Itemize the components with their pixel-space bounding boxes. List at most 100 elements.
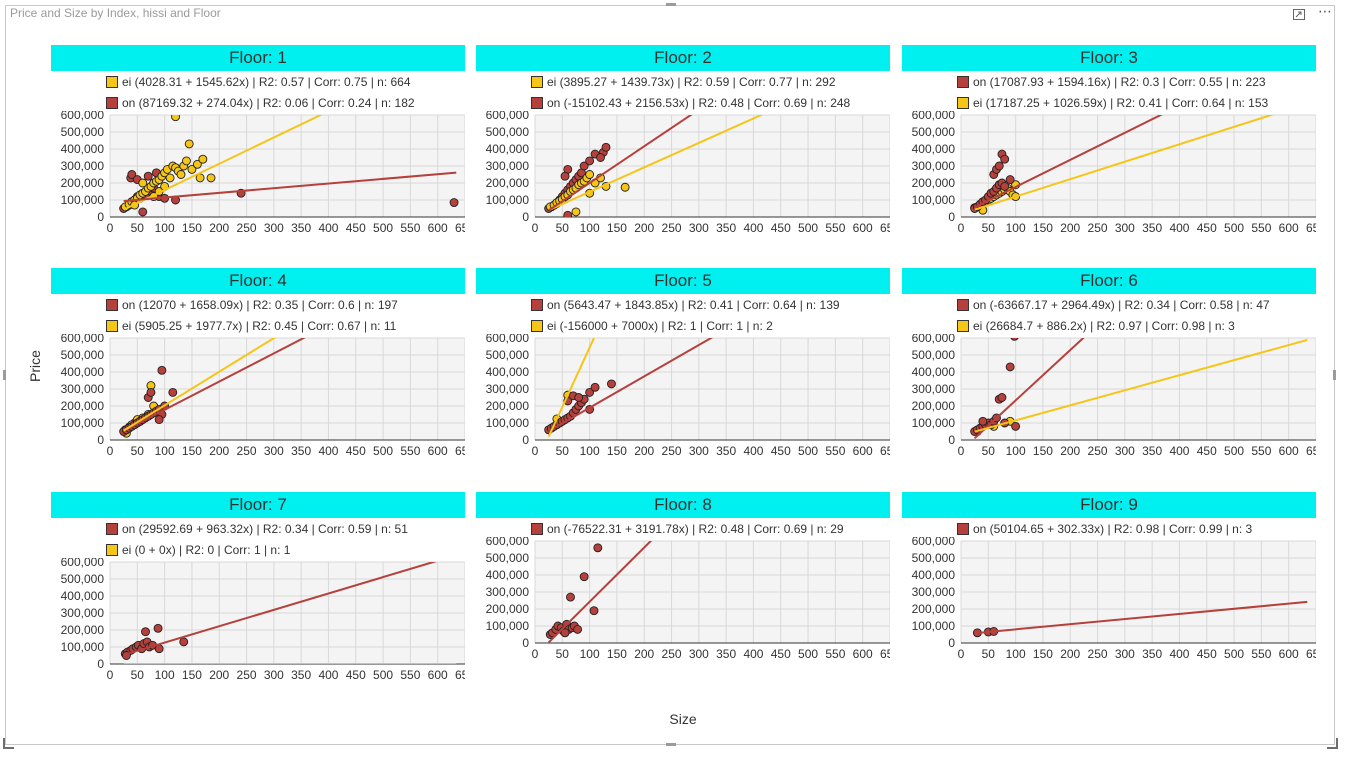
x-tick-label: 650 bbox=[1306, 444, 1316, 458]
legend-entry[interactable]: ei (26684.7 + 886.2x) | R2: 0.97 | Corr:… bbox=[957, 318, 1235, 334]
legend-swatch bbox=[106, 523, 118, 535]
y-tick-label: 300,000 bbox=[486, 382, 530, 396]
x-tick-label: 250 bbox=[237, 221, 257, 235]
data-point-ei bbox=[198, 154, 208, 164]
panel-title: Floor: 8 bbox=[476, 492, 890, 518]
y-tick-label: 200,000 bbox=[486, 176, 530, 190]
legend-text: ei (26684.7 + 886.2x) | R2: 0.97 | Corr:… bbox=[973, 319, 1235, 333]
plot-marks bbox=[120, 562, 457, 664]
x-tick-label: 0 bbox=[958, 444, 965, 458]
legend-swatch bbox=[531, 299, 543, 311]
y-tick-label: 500,000 bbox=[61, 572, 105, 586]
y-tick-label: 400,000 bbox=[61, 365, 105, 379]
x-tick-label: 350 bbox=[716, 647, 736, 661]
x-tick-label: 100 bbox=[1006, 647, 1026, 661]
data-point-on bbox=[994, 161, 1004, 171]
legend-entry[interactable]: on (29592.69 + 963.32x) | R2: 0.34 | Cor… bbox=[106, 521, 408, 537]
trend-line-ei bbox=[974, 115, 1275, 211]
data-point-on bbox=[589, 606, 599, 616]
plot-marks bbox=[972, 600, 1308, 638]
x-tick-label: 300 bbox=[1115, 444, 1135, 458]
x-tick-label: 300 bbox=[1115, 647, 1135, 661]
legend-entry[interactable]: on (12070 + 1658.09x) | R2: 0.35 | Corr:… bbox=[106, 297, 398, 313]
data-point-on bbox=[579, 572, 589, 582]
legend-text: ei (17187.25 + 1026.59x) | R2: 0.41 | Co… bbox=[973, 96, 1269, 110]
more-options-icon[interactable]: ⋯ bbox=[1318, 4, 1333, 20]
data-point-ei bbox=[176, 170, 186, 179]
data-point-on bbox=[1010, 338, 1019, 341]
trend-line-on bbox=[548, 115, 693, 212]
x-tick-label: 450 bbox=[1197, 647, 1217, 661]
data-point-on bbox=[154, 415, 164, 425]
x-tick-label: 0 bbox=[107, 444, 114, 458]
legend-text: on (29592.69 + 963.32x) | R2: 0.34 | Cor… bbox=[122, 522, 408, 536]
y-tick-label: 200,000 bbox=[61, 176, 105, 190]
legend-entry[interactable]: on (-15102.43 + 2156.53x) | R2: 0.48 | C… bbox=[531, 95, 850, 111]
x-tick-label: 350 bbox=[291, 668, 311, 682]
resize-corner-bottom-right[interactable] bbox=[1327, 738, 1338, 749]
x-tick-label: 250 bbox=[237, 668, 257, 682]
legend-entry[interactable]: ei (5905.25 + 1977.7x) | R2: 0.45 | Corr… bbox=[106, 318, 396, 334]
legend-entry[interactable]: on (87169.32 + 274.04x) | R2: 0.06 | Cor… bbox=[106, 95, 415, 111]
y-tick-label: 300,000 bbox=[61, 382, 105, 396]
resize-handle-left[interactable] bbox=[3, 370, 6, 380]
legend-swatch bbox=[106, 76, 118, 88]
y-tick-label: 600,000 bbox=[912, 111, 956, 122]
x-tick-label: 150 bbox=[1033, 444, 1053, 458]
legend-entry[interactable]: ei (0 + 0x) | R2: 0 | Corr: 1 | n: 1 bbox=[106, 542, 290, 558]
x-tick-label: 400 bbox=[318, 444, 338, 458]
legend-swatch bbox=[957, 97, 969, 109]
legend-entry[interactable]: ei (-156000 + 7000x) | R2: 1 | Corr: 1 |… bbox=[531, 318, 773, 334]
floor-panel: Floor: 1 ei (4028.31 + 1545.62x) | R2: 0.… bbox=[51, 45, 465, 267]
resize-handle-bottom[interactable] bbox=[666, 743, 676, 746]
y-tick-label: 200,000 bbox=[486, 602, 530, 616]
legend-entry[interactable]: on (50104.65 + 302.33x) | R2: 0.98 | Cor… bbox=[957, 521, 1252, 537]
legend-entry[interactable]: on (17087.93 + 1594.16x) | R2: 0.3 | Cor… bbox=[957, 74, 1266, 90]
x-tick-label: 450 bbox=[771, 444, 791, 458]
x-tick-label: 400 bbox=[1169, 221, 1189, 235]
legend-entry[interactable]: ei (3895.27 + 1439.73x) | R2: 0.59 | Cor… bbox=[531, 74, 836, 90]
floor-panel: Floor: 5 on (5643.47 + 1843.85x) | R2: 0.… bbox=[476, 268, 890, 490]
legend-text: on (-63667.17 + 2964.49x) | R2: 0.34 | C… bbox=[973, 298, 1270, 312]
floor-panel: Floor: 6 on (-63667.17 + 2964.49x) | R2: … bbox=[902, 268, 1316, 490]
resize-handle-top[interactable] bbox=[666, 3, 676, 6]
y-tick-label: 500,000 bbox=[912, 125, 956, 139]
legend-entry[interactable]: ei (17187.25 + 1026.59x) | R2: 0.41 | Co… bbox=[957, 95, 1268, 111]
data-point-ei bbox=[138, 178, 148, 188]
y-tick-label: 0 bbox=[97, 433, 104, 447]
x-tick-label: 300 bbox=[264, 221, 284, 235]
x-tick-label: 350 bbox=[291, 444, 311, 458]
scatter-plot: 0 50 100 150 200 250 300 350 400 450 500 550 600 650 0… bbox=[61, 558, 465, 682]
y-tick-label: 0 bbox=[97, 210, 104, 224]
x-tick-label: 100 bbox=[155, 221, 175, 235]
x-tick-label: 300 bbox=[689, 221, 709, 235]
legend-entry[interactable]: on (-76522.31 + 3191.78x) | R2: 0.48 | C… bbox=[531, 521, 844, 537]
resize-handle-right[interactable] bbox=[1333, 370, 1336, 380]
plot-marks bbox=[544, 338, 714, 438]
x-axis-label: Size bbox=[669, 711, 697, 727]
resize-corner-bottom-left[interactable] bbox=[3, 738, 14, 749]
trend-line-ei bbox=[974, 338, 1308, 433]
y-axis-label: Price bbox=[27, 350, 43, 382]
legend-entry[interactable]: on (-63667.17 + 2964.49x) | R2: 0.34 | C… bbox=[957, 297, 1270, 313]
x-tick-label: 650 bbox=[880, 647, 890, 661]
floor-panel: Floor: 9 on (50104.65 + 302.33x) | R2: 0.… bbox=[902, 492, 1316, 714]
x-tick-label: 550 bbox=[400, 668, 420, 682]
focus-mode-icon[interactable] bbox=[1293, 9, 1305, 20]
x-tick-label: 200 bbox=[1060, 221, 1080, 235]
data-point-ei bbox=[585, 170, 595, 179]
x-tick-label: 150 bbox=[607, 221, 627, 235]
legend-entry[interactable]: on (5643.47 + 1843.85x) | R2: 0.41 | Cor… bbox=[531, 297, 840, 313]
x-tick-label: 600 bbox=[1279, 221, 1299, 235]
legend-entry[interactable]: ei (4028.31 + 1545.62x) | R2: 0.57 | Cor… bbox=[106, 74, 411, 90]
plot-marks bbox=[545, 541, 653, 643]
trend-line-ei bbox=[548, 115, 764, 212]
legend-text: ei (4028.31 + 1545.62x) | R2: 0.57 | Cor… bbox=[122, 75, 411, 89]
y-tick-label: 200,000 bbox=[912, 399, 956, 413]
data-point-on bbox=[601, 142, 611, 152]
x-tick-label: 500 bbox=[798, 221, 818, 235]
x-tick-label: 100 bbox=[580, 647, 600, 661]
x-tick-label: 450 bbox=[346, 444, 366, 458]
x-tick-label: 200 bbox=[209, 221, 229, 235]
legend-swatch bbox=[531, 523, 543, 535]
